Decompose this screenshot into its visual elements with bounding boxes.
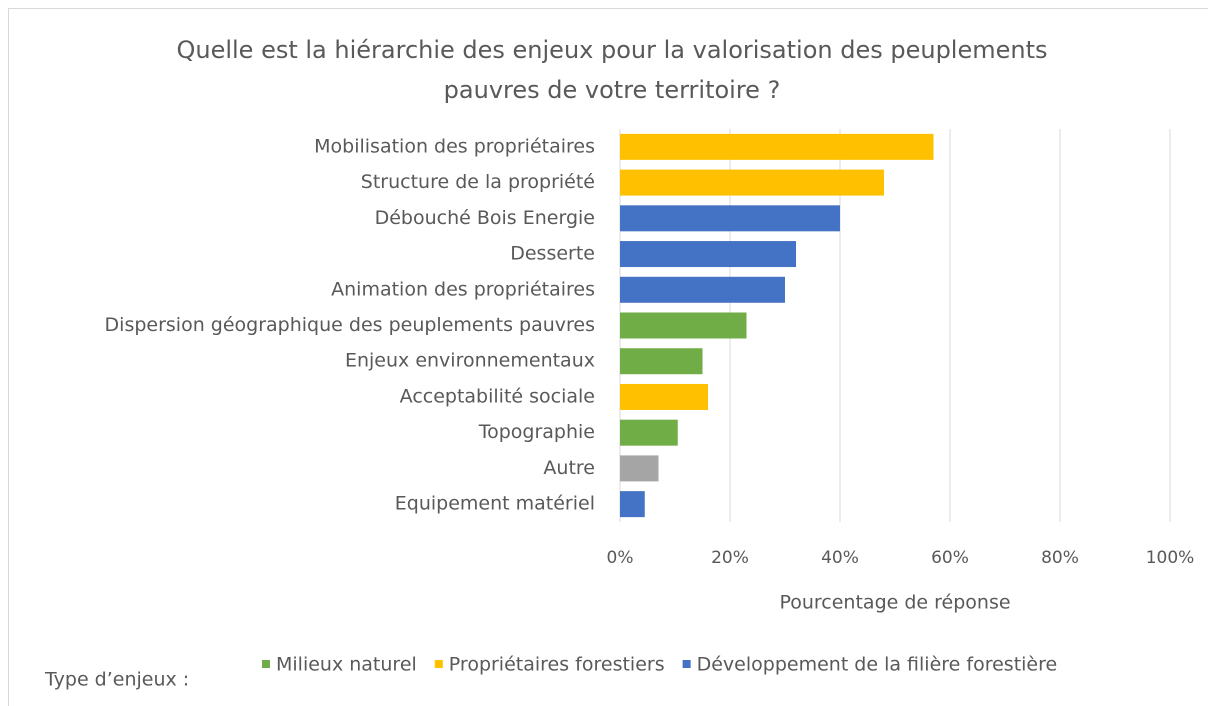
y-tick-label: Structure de la propriété [361,171,595,193]
bar [620,241,796,268]
bar [620,419,678,446]
y-tick-label: Autre [543,457,595,479]
x-tick-label: 100% [1146,548,1195,568]
legend-label: Développement de la filière forestière [697,654,1058,676]
legend-swatch [434,660,443,668]
y-tick-label: Topographie [478,421,595,443]
bar [620,169,884,196]
y-tick-label: Acceptabilité sociale [400,385,595,407]
legend-swatch [682,660,691,668]
y-tick-label: Dispersion géographique des peuplements … [105,314,595,336]
x-axis-title: Pourcentage de réponse [779,592,1010,614]
bar [620,491,645,518]
chart-subtitle: pauvres de votre territoire ? [444,76,781,104]
x-tick-label: 20% [711,548,749,568]
bar [620,348,703,375]
bar [620,133,934,160]
y-tick-label: Animation des propriétaires [331,278,595,300]
bar [620,276,785,303]
bar [620,205,840,232]
x-tick-label: 60% [931,548,969,568]
legend-title: Type d’enjeux : [44,669,189,691]
y-tick-label: Desserte [510,243,595,265]
legend-label: Milieux naturel [276,654,417,676]
y-tick-label: Enjeux environnementaux [345,350,595,372]
bar [620,455,659,482]
x-tick-label: 40% [821,548,859,568]
chart-title: Quelle est la hiérarchie des enjeux pour… [176,36,1047,64]
chart-frame [8,8,1208,706]
legend-label: Propriétaires forestiers [449,654,665,676]
y-tick-label: Débouché Bois Energie [375,207,595,229]
y-tick-label: Equipement matériel [395,493,595,515]
legend-swatch [262,660,270,668]
bar [620,383,708,410]
bar [620,312,747,339]
y-tick-label: Mobilisation des propriétaires [314,135,595,157]
x-tick-label: 0% [607,548,634,568]
x-tick-label: 80% [1041,548,1079,568]
